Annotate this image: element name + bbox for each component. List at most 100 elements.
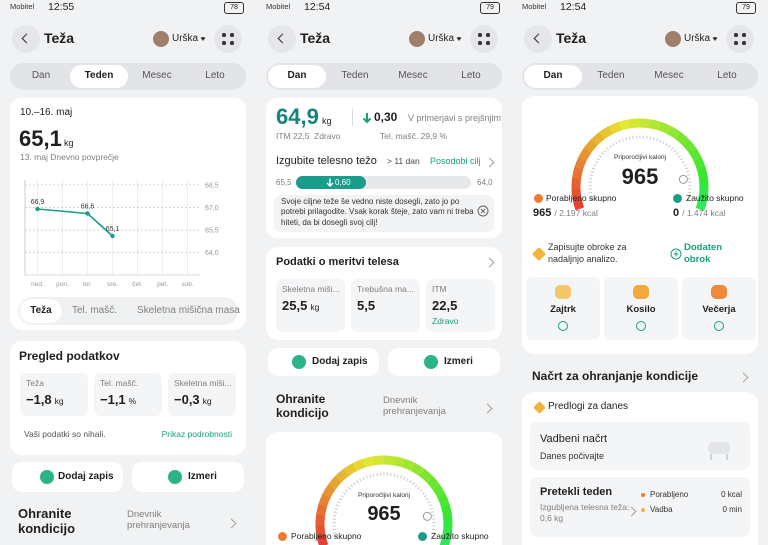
user-name[interactable]: Urška [172,33,199,44]
overview-box [168,373,236,416]
overview-link[interactable]: Prikaz podrobnosti [161,429,232,439]
gauge-arc [334,468,349,483]
weight-unit: kg [64,138,74,148]
tab[interactable]: Dan [287,70,307,81]
goal-progress: 0,60 [335,177,351,187]
avatar[interactable] [153,31,169,47]
tab[interactable]: Mesec [398,70,428,81]
tab[interactable]: Teden [341,70,369,81]
close-icon[interactable] [477,205,489,217]
measure-box [426,279,495,332]
measure-icon [168,470,182,484]
x-tick-label: sre. [107,281,118,288]
add-label[interactable]: Dodaj zapis [58,471,114,482]
tab[interactable]: Leto [461,70,481,81]
fitness-title: Ohranite kondicijo [276,392,329,420]
fitness-title: Ohranite kondicijo [18,506,76,536]
measure-button[interactable] [388,348,500,376]
tab[interactable]: Mesec [654,70,684,81]
metric-tab[interactable]: Tel. mašč. [72,305,118,316]
add-button[interactable] [12,462,123,492]
weight-note: 13. maj Dnevno povprečje [20,152,119,162]
eaten-icon [418,532,427,541]
week-box[interactable] [530,477,750,537]
tab-bar [10,63,246,90]
tab[interactable]: Teden [84,70,114,81]
overview-title: Pregled podatkov [19,349,120,363]
period[interactable]: 10.–16. maj [20,107,73,118]
x-tick-label: tor. [83,281,92,288]
back-button[interactable] [268,25,296,53]
gauge-arc [639,118,652,129]
gauge-arc [629,118,641,129]
line-segment [37,208,88,215]
week-note: Izgubljena telesna teža: 0,6 kg [540,502,630,523]
fitness-link[interactable]: Dnevnik prehranjevanja [127,509,190,531]
suggestions-title: Predlogi za danes [548,401,629,412]
overview-unit: % [128,396,137,406]
weight-unit: kg [322,116,332,126]
menu-button[interactable] [726,25,754,53]
gauge-arc [675,132,690,146]
back-button[interactable] [12,25,40,53]
plan-title: Načrt za ohranjanje kondicije [532,369,699,383]
measure-unit: kg [310,302,320,312]
add-meal[interactable]: Dodaten obrok [684,242,722,266]
measure-row: 5,5 [357,298,375,313]
y-tick-label: 67,0 [205,205,219,212]
meal-prompt: Zapisujte obroke za nadaljnjo analizo. [548,242,627,264]
meal-add[interactable] [636,321,646,331]
goal-message: Svoje ciljne teže še vedno niste dosegli… [281,197,474,227]
measure-label[interactable]: Izmeri [444,356,473,367]
avatar[interactable] [665,31,681,47]
tab[interactable]: Teden [597,70,625,81]
burned-label: Porabljeno skupno [291,531,362,541]
measure-box [351,279,420,332]
measure-status: Zdravo [432,316,459,326]
overview-box [94,373,162,416]
measure-button[interactable] [132,462,244,492]
user-caret [456,37,462,41]
measure-label[interactable]: Izmeri [188,471,217,482]
goal-link[interactable]: Posodobi cilj [430,156,481,166]
eaten-value: 0 [673,207,680,219]
tab[interactable]: Leto [205,70,225,81]
gauge-arc [426,476,441,491]
overview-row: −1,8 kg [26,392,64,407]
menu-dot [486,41,490,45]
overview-row: −1,1% [100,392,136,407]
meal-icon [555,285,571,299]
meal-add[interactable] [558,321,568,331]
plus-icon[interactable] [670,248,682,260]
back-button[interactable] [524,25,552,53]
add-label[interactable]: Dodaj zapis [312,356,368,367]
tab[interactable]: Dan [31,70,51,81]
add-button[interactable] [268,348,379,376]
tab[interactable]: Leto [717,70,737,81]
overview-unit: kg [54,396,64,406]
metric-tab[interactable]: Teža [30,305,52,316]
avatar[interactable] [409,31,425,47]
menu-dot [486,33,490,37]
tab[interactable]: Mesec [142,70,172,81]
user-name[interactable]: Urška [684,33,711,44]
add-icon [292,355,306,369]
page-title: Teža [556,30,587,46]
fitness-link[interactable]: Dnevnik prehranjevanja [383,395,446,417]
shape [710,454,728,460]
tab[interactable]: Dan [543,70,563,81]
goal-fill [296,176,366,189]
point [110,233,115,239]
gauge-arc [695,198,708,211]
user-name[interactable]: Urška [428,33,455,44]
menu-dot [222,33,226,37]
menu-button[interactable] [214,25,242,53]
divider [352,108,353,126]
shape [326,178,334,187]
meal-add[interactable] [714,321,724,331]
metric-tab[interactable]: Skeletna mišična masa [137,305,240,316]
gauge-arc [402,458,417,472]
menu-button[interactable] [470,25,498,53]
tab-active [524,65,582,88]
